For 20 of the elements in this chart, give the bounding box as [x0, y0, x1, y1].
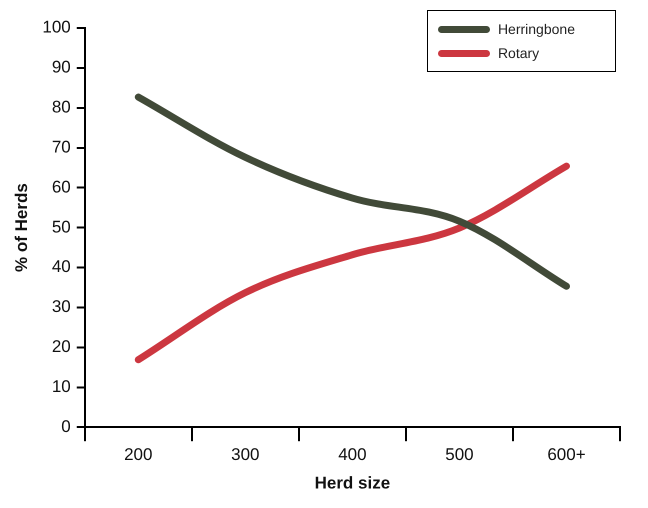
x-tick-label: 300	[231, 445, 260, 464]
legend-label: Rotary	[498, 44, 540, 63]
y-tick-label: 60	[52, 177, 71, 196]
y-tick-label: 50	[52, 217, 71, 236]
y-tick-label: 30	[52, 297, 71, 316]
x-tick-label: 200	[124, 445, 152, 464]
x-tick-label: 400	[338, 445, 367, 464]
y-tick-label: 0	[61, 416, 71, 436]
y-axis-title: % of Herds	[12, 183, 31, 272]
y-tick-label: 100	[42, 18, 71, 37]
y-tick-label: 10	[52, 376, 71, 396]
y-tick-label: 70	[52, 137, 71, 156]
y-tick-label: 90	[52, 58, 71, 77]
y-tick-label: 80	[52, 98, 71, 117]
y-tick-label: 20	[52, 337, 71, 356]
x-tick-label: 500	[445, 445, 474, 464]
y-tick-label: 40	[52, 257, 71, 276]
x-axis-title: Herd size	[314, 473, 390, 492]
legend-label: Herringbone	[498, 20, 575, 39]
x-tick-label: 600+	[547, 445, 586, 464]
